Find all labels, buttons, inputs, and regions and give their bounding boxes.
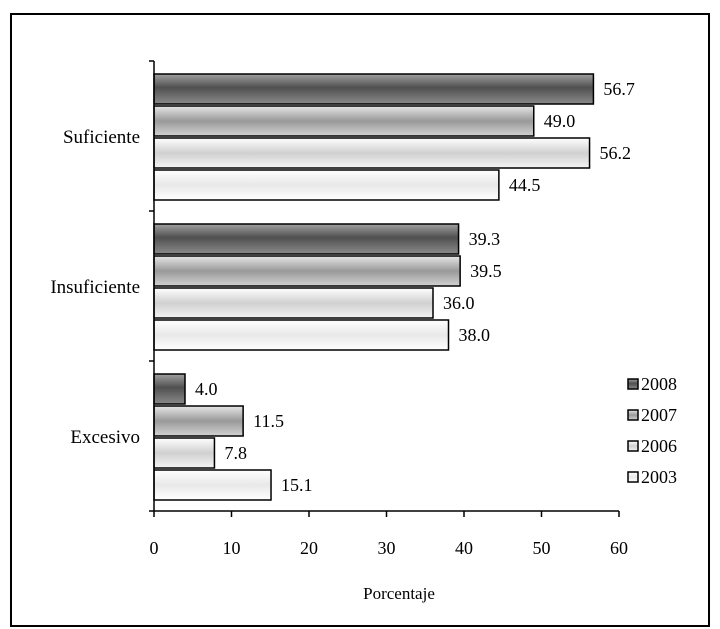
x-tick-label: 30: [378, 538, 396, 558]
value-label-insuficiente-2003: 38.0: [459, 325, 491, 345]
bars-group: [154, 74, 593, 500]
x-tick-label: 20: [300, 538, 318, 558]
value-label-suficiente-2006: 56.2: [600, 143, 632, 163]
bar-insuficiente-2007: [154, 256, 460, 286]
legend-swatch-2003: [628, 472, 638, 482]
value-label-excesivo-2003: 15.1: [281, 475, 313, 495]
x-tick-label: 60: [610, 538, 628, 558]
legend: 2008 2007 2006 2003: [628, 374, 677, 487]
bar-excesivo-2008: [154, 374, 185, 404]
bar-excesivo-2006: [154, 438, 214, 468]
bar-excesivo-2007: [154, 406, 243, 436]
legend-label-2008: 2008: [641, 374, 677, 394]
x-tick-label: 40: [455, 538, 473, 558]
bar-insuficiente-2008: [154, 224, 459, 254]
bar-suficiente-2003: [154, 170, 499, 200]
bar-insuficiente-2006: [154, 288, 433, 318]
value-label-suficiente-2008: 56.7: [603, 79, 635, 99]
legend-label-2007: 2007: [641, 405, 677, 425]
value-label-insuficiente-2006: 36.0: [443, 293, 475, 313]
bar-excesivo-2003: [154, 470, 271, 500]
value-label-suficiente-2007: 49.0: [544, 111, 576, 131]
legend-swatch-2008: [628, 379, 638, 389]
category-label-excesivo: Excesivo: [70, 427, 140, 448]
value-label-insuficiente-2008: 39.3: [469, 229, 501, 249]
value-label-suficiente-2003: 44.5: [509, 175, 541, 195]
legend-swatch-2007: [628, 410, 638, 420]
value-label-excesivo-2008: 4.0: [195, 379, 218, 399]
legend-label-2003: 2003: [641, 467, 677, 487]
bar-suficiente-2006: [154, 138, 590, 168]
x-tick-label: 0: [150, 538, 159, 558]
category-label-insuficiente: Insuficiente: [50, 277, 140, 298]
legend-label-2006: 2006: [641, 436, 677, 456]
bar-suficiente-2007: [154, 106, 534, 136]
legend-swatch-2006: [628, 441, 638, 451]
category-label-suficiente: Suficiente: [63, 127, 140, 148]
bar-suficiente-2008: [154, 74, 593, 104]
value-label-insuficiente-2007: 39.5: [470, 261, 502, 281]
value-label-excesivo-2007: 11.5: [253, 411, 284, 431]
bar-insuficiente-2003: [154, 320, 449, 350]
x-axis-title: Porcentaje: [363, 584, 435, 603]
x-tick-label: 50: [533, 538, 551, 558]
x-tick-label: 10: [223, 538, 241, 558]
value-label-excesivo-2006: 7.8: [224, 443, 247, 463]
